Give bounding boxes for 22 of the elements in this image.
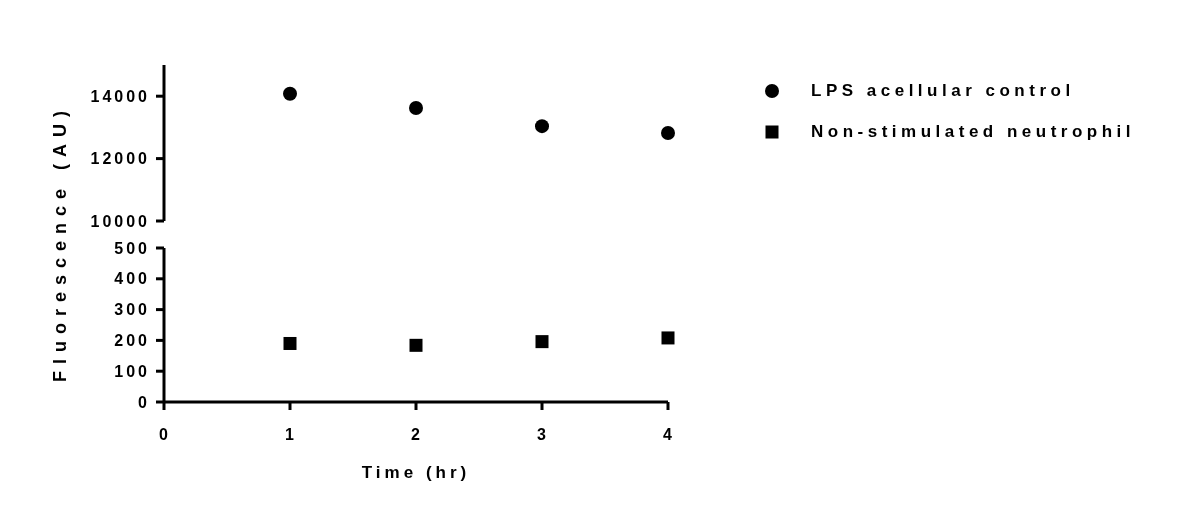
y-tick-label: 12000 bbox=[90, 150, 150, 168]
point bbox=[535, 119, 549, 134]
x-tick-label: 0 bbox=[159, 425, 171, 443]
y-tick-label: 300 bbox=[114, 301, 150, 319]
y-tick-label: 500 bbox=[114, 239, 150, 257]
y-tick-label: 100 bbox=[114, 362, 150, 380]
y-tick-label: 200 bbox=[114, 331, 150, 349]
legend-label: LPS acellular control bbox=[811, 80, 1075, 101]
x-axis-title: Time (hr) bbox=[361, 462, 471, 482]
point bbox=[409, 101, 423, 116]
y-tick-label: 0 bbox=[138, 393, 150, 411]
y-axis-title: Fluorescence (AU) bbox=[50, 103, 70, 383]
point bbox=[283, 86, 297, 101]
x-tick-label: 3 bbox=[537, 425, 549, 443]
y-tick-label: 400 bbox=[114, 270, 150, 288]
x-tick-label: 4 bbox=[663, 425, 675, 443]
y-tick-label: 14000 bbox=[90, 87, 150, 105]
x-tick-label: 2 bbox=[411, 425, 423, 443]
x-tick-label: 1 bbox=[285, 425, 297, 443]
legend-label: Non-stimulated neutrophil bbox=[811, 121, 1136, 142]
point bbox=[661, 126, 675, 141]
y-tick-label: 10000 bbox=[90, 212, 150, 230]
